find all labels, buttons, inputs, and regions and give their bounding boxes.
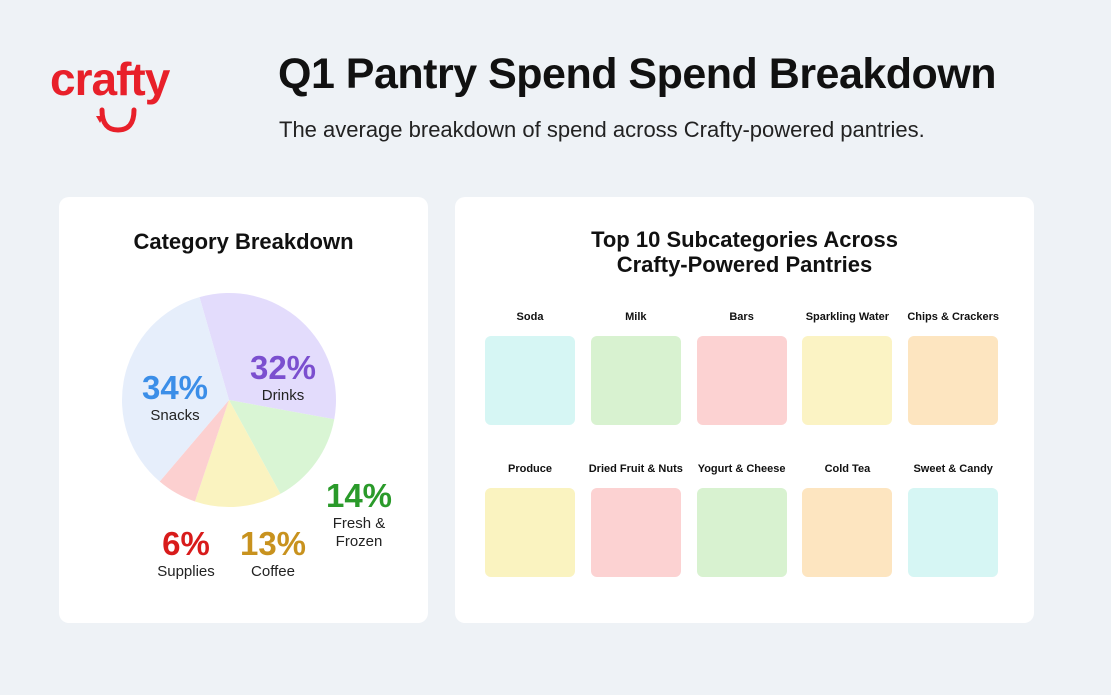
slice-value-label: 34% (141, 369, 209, 406)
subcategory-label: Chips & Crackers (907, 311, 1000, 323)
subcategory-card: Top 10 Subcategories Across Crafty-Power… (455, 197, 1034, 623)
logo-smile (96, 107, 137, 133)
slice-value-label: 32% (249, 349, 317, 386)
pie-chart (122, 293, 336, 507)
subcategory-tile (590, 336, 681, 425)
category-card: Category Breakdown 32% Drinks 14% Fresh & F… (59, 197, 428, 623)
slice-category-label: Supplies (157, 563, 215, 580)
subcategory-tile (802, 336, 893, 425)
subcategory-tile (485, 488, 575, 577)
subcategory-label: Sparkling Water (805, 311, 890, 323)
subcategory-label: Bars (729, 311, 754, 323)
pie-slice (159, 400, 229, 502)
pie-slice (229, 400, 335, 494)
subcategory-label: Milk (625, 311, 647, 323)
page-subtitle: The average breakdown of spend across Cr… (279, 117, 925, 142)
subcategory-tile (802, 488, 893, 577)
slice-category-label: Snacks (150, 407, 200, 424)
subcategory-label: Dried Fruit & Nuts (588, 463, 683, 475)
subcategory-tile (590, 488, 681, 577)
subcategory-tile (696, 488, 787, 577)
subcategory-tile (485, 336, 575, 425)
subcategory-label: Cold Tea (824, 463, 871, 475)
slice-value-label: 6% (162, 525, 210, 562)
chart-title: Category Breakdown (133, 229, 354, 254)
pie-slice (199, 293, 336, 420)
page-title: Q1 Pantry Spend Spend Breakdown (278, 50, 997, 98)
pie-slice (122, 297, 229, 482)
subcategory-tile (696, 336, 787, 425)
slice-value-label: 13% (239, 525, 307, 562)
subcategory-label: Yogurt & Cheese (697, 463, 786, 475)
subcategory-label: Produce (507, 463, 552, 475)
pie-slice (194, 400, 281, 507)
logo: crafty (50, 53, 170, 105)
slice-category-label: Drinks (261, 387, 305, 404)
subcategory-tile (908, 488, 999, 577)
subcategory-label: Soda (516, 311, 544, 323)
subcategory-tile (908, 336, 999, 425)
slice-value-label: 14% (325, 477, 393, 514)
subcategory-title: Top 10 Subcategories Across Crafty-Power… (591, 227, 898, 277)
slice-category-label: Coffee (251, 563, 295, 580)
slice-category-label: Fresh & Frozen (332, 515, 386, 550)
subcategory-label: Sweet & Candy (913, 463, 993, 475)
